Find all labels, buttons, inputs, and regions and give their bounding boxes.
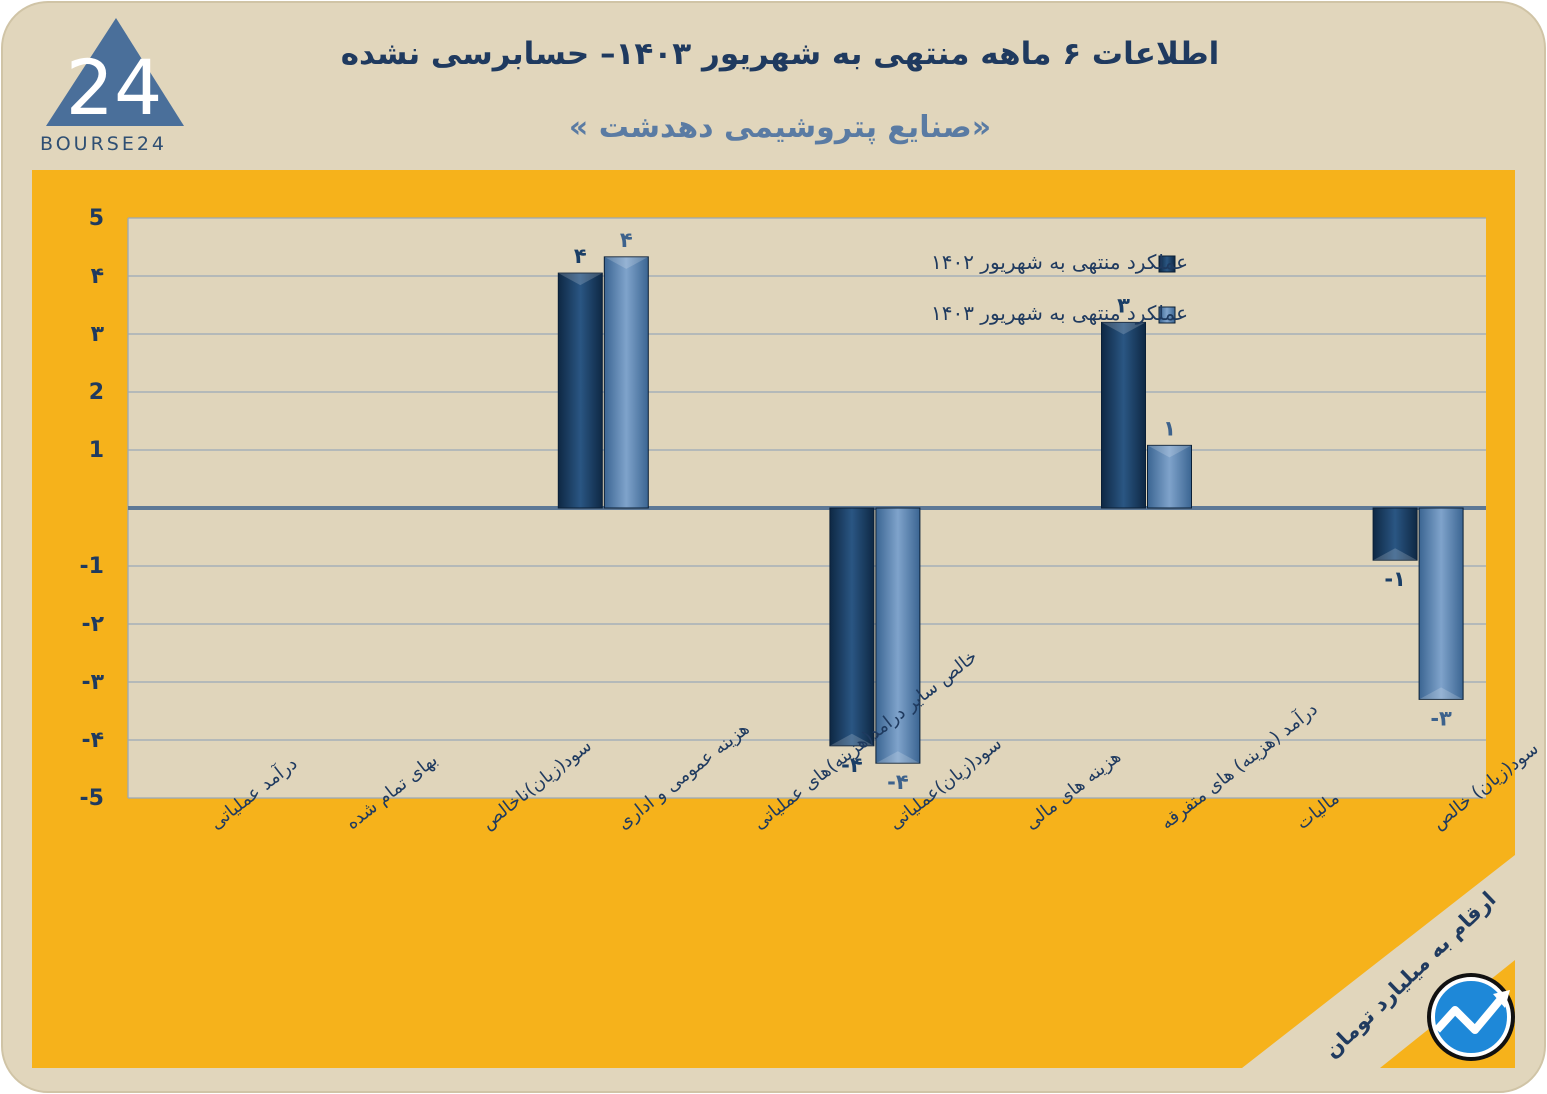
logo-text: BOURSE24 (40, 133, 168, 155)
legend-label: عملکرد منتهی به شهریور ۱۴۰۳ (931, 301, 1188, 325)
y-tick-label: ۳ (91, 322, 105, 347)
chart-subtitle: «صنایع پتروشیمی دهدشت » (568, 110, 992, 145)
bar-data-label: ۴ (620, 228, 633, 252)
logo-mark: 24 (66, 43, 163, 132)
bar-data-label: ۳ (1117, 293, 1130, 317)
logo-mark-icon: 24 (46, 18, 184, 132)
y-tick-label: ۴ (91, 264, 104, 289)
logo: 24 (36, 14, 196, 159)
legend: عملکرد منتهی به شهریور ۱۴۰۲ عملکرد منتهی … (931, 250, 1188, 325)
y-axis-ticks: 5 ۴ ۳ 2 1 -1 -۲ -۳ -۴ -5 (80, 206, 105, 811)
bar (1372, 507, 1418, 561)
legend-label: عملکرد منتهی به شهریور ۱۴۰۲ (931, 250, 1188, 274)
grid-lines (127, 217, 1486, 799)
legend-swatch (1158, 255, 1176, 273)
trend-icon (1427, 973, 1515, 1061)
note-ribbon (1242, 855, 1515, 1068)
y-tick-label: -5 (80, 786, 104, 811)
bar (557, 272, 603, 509)
bar-data-label: ۴ (574, 244, 587, 268)
bar-data-label: -۴ (887, 770, 909, 794)
y-tick-label: 5 (89, 206, 104, 231)
chart-title: اطلاعات ۶ ماهه منتهی به شهریور ۱۴۰۳– حسا… (340, 36, 1220, 72)
bar (603, 256, 649, 509)
y-tick-label: 2 (89, 380, 104, 405)
legend-swatch (1158, 306, 1176, 324)
y-tick-label: -۲ (81, 612, 104, 637)
bar-labels: ۴ -۴ ۳ -۱ ۴ -۴ ۱ -۳ (574, 228, 1452, 794)
bar-data-label: ۱ (1163, 416, 1176, 440)
bar (875, 507, 921, 764)
bar (1101, 321, 1146, 509)
y-tick-label: 1 (89, 438, 104, 463)
bars (557, 256, 1464, 764)
y-tick-label: -۴ (81, 728, 104, 753)
bar-data-label: -۴ (841, 753, 863, 777)
bar (1418, 507, 1464, 700)
y-tick-label: -1 (80, 554, 104, 579)
bar (829, 507, 875, 747)
y-tick-label: -۳ (81, 670, 104, 695)
bar-data-label: -۳ (1430, 706, 1452, 730)
bar-data-label: -۱ (1384, 567, 1406, 591)
bar (1147, 444, 1192, 509)
